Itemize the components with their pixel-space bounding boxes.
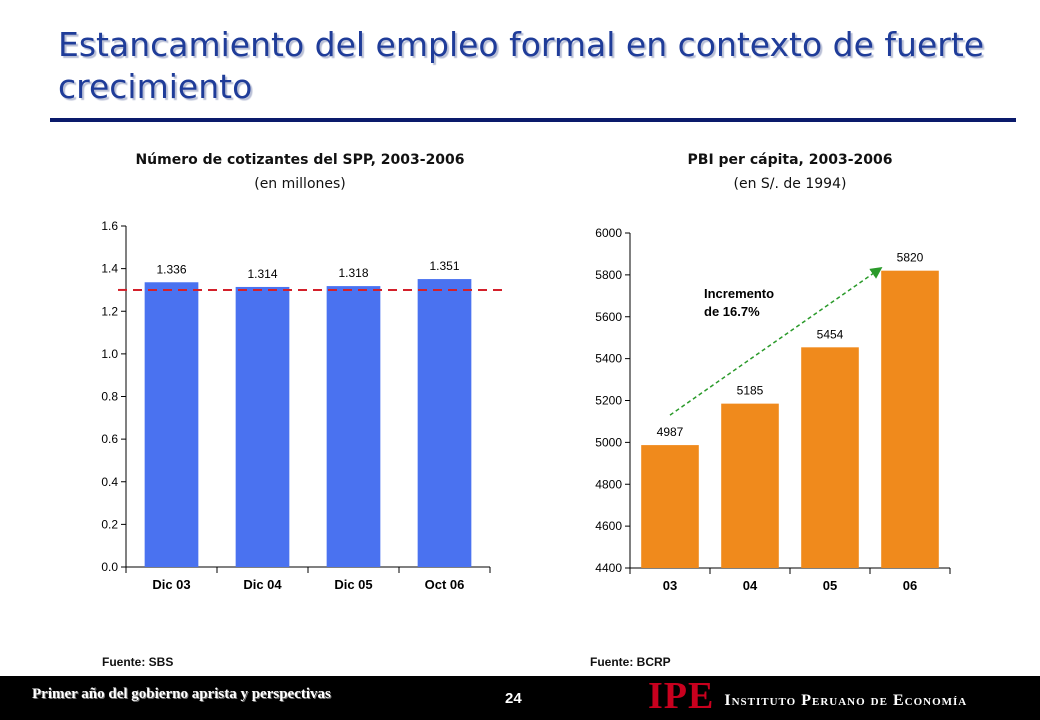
left-y-tick-label: 1.0 bbox=[101, 347, 118, 361]
left-y-tick-label: 0.2 bbox=[101, 517, 118, 531]
growth-annotation-line2: de 16.7% bbox=[704, 304, 760, 319]
left-chart-source: Fuente: SBS bbox=[102, 655, 174, 669]
right-chart-subtitle: (en S/. de 1994) bbox=[733, 176, 847, 192]
right-category-label: 04 bbox=[743, 578, 758, 593]
right-y-tick-label: 5400 bbox=[595, 352, 622, 366]
left-value-label: 1.314 bbox=[247, 267, 277, 281]
right-chart-heading: PBI per cápita, 2003-2006 (en S/. de 199… bbox=[560, 148, 1020, 196]
left-y-tick-label: 1.2 bbox=[101, 304, 118, 318]
left-bar bbox=[326, 286, 381, 567]
right-bar bbox=[801, 347, 859, 568]
right-bar bbox=[881, 270, 939, 568]
left-y-tick-label: 0.4 bbox=[101, 475, 118, 489]
right-y-tick-label: 5600 bbox=[595, 310, 622, 324]
pbi-bar-chart: 4400 4600 4800 5000 5200 5400 5600 5800 6000 4987… bbox=[595, 226, 951, 593]
left-y-tick-label: 0.0 bbox=[101, 560, 118, 574]
left-chart-title: Número de cotizantes del SPP, 2003-2006 bbox=[135, 152, 465, 168]
right-bar bbox=[721, 403, 779, 568]
logo-name: Instituto Peruano de Economía bbox=[724, 692, 968, 709]
right-y-tick-label: 6000 bbox=[595, 226, 622, 240]
left-category-label: Oct 06 bbox=[425, 577, 465, 592]
left-category-label: Dic 04 bbox=[243, 577, 282, 592]
left-category-label: Dic 03 bbox=[152, 577, 190, 592]
growth-annotation-line1: Incremento bbox=[704, 286, 774, 301]
right-y-tick-label: 5000 bbox=[595, 435, 622, 449]
ipe-logo: IPE Instituto Peruano de Economía bbox=[648, 674, 967, 718]
left-value-label: 1.336 bbox=[156, 262, 186, 276]
slide-title: Estancamiento del empleo formal en conte… bbox=[58, 25, 985, 106]
right-y-tick-label: 4800 bbox=[595, 477, 622, 491]
left-y-tick-label: 1.6 bbox=[101, 219, 118, 233]
left-chart-subtitle: (en millones) bbox=[254, 176, 346, 192]
footer-bar: Primer año del gobierno aprista y perspe… bbox=[0, 674, 1040, 720]
right-bar bbox=[641, 445, 699, 568]
footer-caption: Primer año del gobierno aprista y perspe… bbox=[32, 686, 331, 702]
left-chart-heading: Número de cotizantes del SPP, 2003-2006 … bbox=[95, 148, 505, 196]
right-category-label: 03 bbox=[663, 578, 677, 593]
left-y-tick-label: 1.4 bbox=[101, 262, 118, 276]
left-value-label: 1.351 bbox=[429, 259, 459, 273]
left-bar bbox=[144, 282, 199, 567]
logo-mark: IPE bbox=[648, 675, 715, 717]
title-underline bbox=[50, 118, 1016, 122]
right-y-tick-label: 4600 bbox=[595, 519, 622, 533]
left-value-label: 1.318 bbox=[338, 266, 368, 280]
cotizantes-bar-chart: 0.0 0.2 0.4 0.6 0.8 1.0 1.2 1.4 1.6 1.336 Dic 03 1.… bbox=[101, 219, 508, 592]
right-value-label: 5454 bbox=[817, 327, 844, 341]
left-y-tick-label: 0.8 bbox=[101, 390, 118, 404]
right-chart-title: PBI per cápita, 2003-2006 bbox=[687, 152, 893, 168]
left-bar bbox=[417, 279, 472, 567]
left-category-label: Dic 05 bbox=[334, 577, 372, 592]
right-y-tick-label: 4400 bbox=[595, 561, 622, 575]
page-number: 24 bbox=[505, 690, 522, 707]
growth-trend-arrow bbox=[669, 266, 883, 416]
right-category-label: 06 bbox=[903, 578, 917, 593]
right-value-label: 4987 bbox=[657, 425, 684, 439]
right-value-label: 5185 bbox=[737, 384, 764, 398]
left-bar bbox=[235, 286, 290, 567]
right-y-tick-label: 5200 bbox=[595, 394, 622, 408]
left-y-tick-label: 0.6 bbox=[101, 432, 118, 446]
charts-canvas: 0.0 0.2 0.4 0.6 0.8 1.0 1.2 1.4 1.6 1.336 Dic 03 1.… bbox=[101, 219, 951, 593]
right-value-label: 5820 bbox=[897, 251, 924, 265]
right-y-tick-label: 5800 bbox=[595, 268, 622, 282]
right-category-label: 05 bbox=[823, 578, 837, 593]
right-chart-source: Fuente: BCRP bbox=[590, 655, 671, 669]
